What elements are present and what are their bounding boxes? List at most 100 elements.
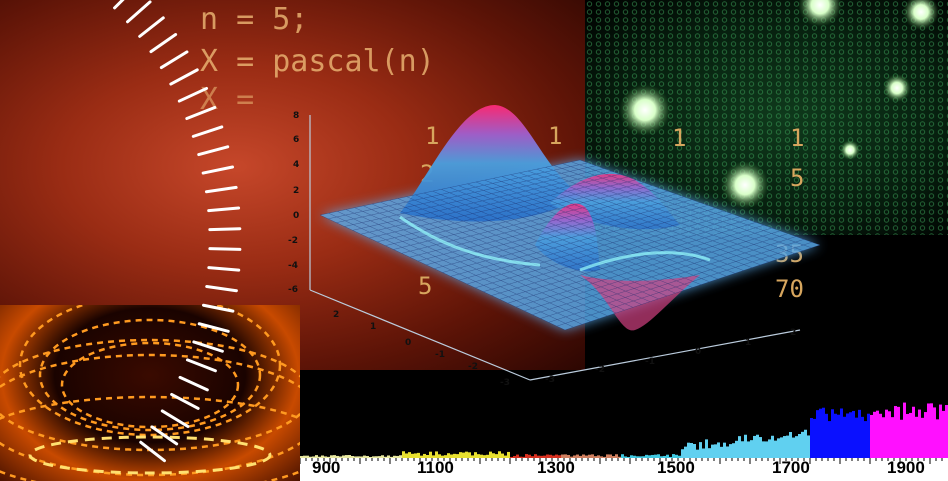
spectrum-bar [792, 438, 795, 460]
spectrum-bar [840, 408, 843, 460]
spectrum-bar [864, 421, 867, 460]
dial-tick [180, 377, 207, 389]
y-tick-label: -2 [595, 365, 605, 375]
spectrum-bar [744, 435, 747, 460]
spectrum-bar [801, 432, 804, 460]
z-tick-label: 0 [293, 211, 299, 221]
dial-tick [128, 2, 151, 22]
spectrum-bar [852, 411, 855, 460]
spectrum-bar [831, 409, 834, 460]
spectrum-histogram [300, 390, 948, 460]
spectrum-bar [906, 414, 909, 460]
spectrum-bar [828, 421, 831, 460]
spectrum-axis-band [300, 458, 948, 481]
spectrum-bar [843, 417, 846, 460]
spectrum-bar [933, 407, 936, 460]
dial-tick [209, 208, 239, 211]
dial-tick [140, 18, 164, 37]
z-tick-label: -2 [288, 236, 298, 246]
dial-tick [210, 229, 240, 230]
spectrum-bar [798, 434, 801, 460]
spectrum-bar [882, 417, 885, 460]
dial-tick [171, 70, 197, 84]
spectrum-bar [780, 437, 783, 460]
z-tick-label: -6 [288, 285, 298, 295]
dial-tick [187, 107, 215, 118]
spectrum-bar [816, 410, 819, 460]
spectrum-bar [771, 436, 774, 460]
dial-tick [194, 342, 223, 351]
spectrum-tick-label: 1700 [772, 458, 810, 478]
spectrum-tick-label: 1500 [657, 458, 695, 478]
spectrum-bar [768, 439, 771, 460]
dial-tick [187, 360, 215, 371]
spectrum-bar [909, 413, 912, 460]
spectrum-bar [756, 435, 759, 460]
spectrum-bar [777, 438, 780, 460]
spectrum-bar [897, 407, 900, 460]
dial-tick [203, 305, 232, 311]
spectrum-bar [936, 419, 939, 460]
peaks-surface-plot [280, 95, 840, 395]
dial-tick [162, 411, 188, 427]
y-tick-label: -3 [545, 375, 555, 385]
spectrum-bar [876, 411, 879, 460]
dial-tick [141, 442, 165, 460]
x-tick-label: -2 [468, 362, 478, 372]
spectrum-axis-ticks [300, 458, 948, 466]
z-tick-label: 8 [293, 111, 299, 121]
spectrum-bar [783, 436, 786, 460]
spectrum-bar [738, 436, 741, 460]
spectrum-bar [786, 436, 789, 460]
spectrum-bar [759, 437, 762, 460]
spectrum-bar [795, 436, 798, 460]
x-tick-label: -1 [435, 350, 445, 360]
dial-tick [203, 167, 232, 173]
spectrum-bar [930, 403, 933, 460]
dial-tick [179, 88, 206, 101]
dial-tick [161, 52, 187, 68]
spectrum-bar [837, 415, 840, 460]
x-tick-label: 0 [405, 338, 411, 348]
spectrum-bar [900, 420, 903, 460]
spectrum-bar [915, 417, 918, 460]
dial-tick [151, 35, 176, 52]
y-tick-label: 1 [745, 338, 751, 348]
spectrum-bar [921, 418, 924, 460]
dial-tick [152, 427, 177, 444]
spectrum-bar [807, 435, 810, 460]
dial-tick [206, 187, 236, 191]
spectrum-bar [888, 411, 891, 460]
spectrum-bar [891, 417, 894, 460]
x-tick-label: -3 [500, 378, 510, 388]
spectrum-bar [912, 407, 915, 460]
y-tick-label: 0 [695, 347, 701, 357]
spectrum-bar [894, 406, 897, 460]
dial-tick [172, 394, 199, 408]
spectrum-bar [804, 430, 807, 460]
spectrum-bar [753, 436, 756, 460]
z-tick-label: 2 [293, 186, 299, 196]
dial-tick [193, 127, 221, 136]
spectrum-bar [903, 403, 906, 460]
spectrum-bar [822, 408, 825, 460]
dial-tick [210, 249, 240, 250]
spectrum-bar [924, 412, 927, 460]
spectrum-bar [867, 414, 870, 460]
dial-tick [199, 147, 228, 155]
dial-tick [209, 268, 239, 271]
spectrum-bar [873, 412, 876, 460]
dial-tick [115, 0, 136, 8]
y-tick-label: -1 [645, 357, 655, 367]
spectrum-bar [885, 410, 888, 460]
spectrum-bar [789, 432, 792, 460]
spectrum-bar [705, 439, 708, 460]
spectrum-bar [834, 414, 837, 460]
z-tick-label: 4 [293, 160, 299, 170]
spectrum-bar [861, 417, 864, 460]
spectrum-bar [819, 409, 822, 460]
spectrum-bar [942, 411, 945, 460]
spectrum-bar [813, 419, 816, 460]
spectrum-bar [879, 414, 882, 460]
